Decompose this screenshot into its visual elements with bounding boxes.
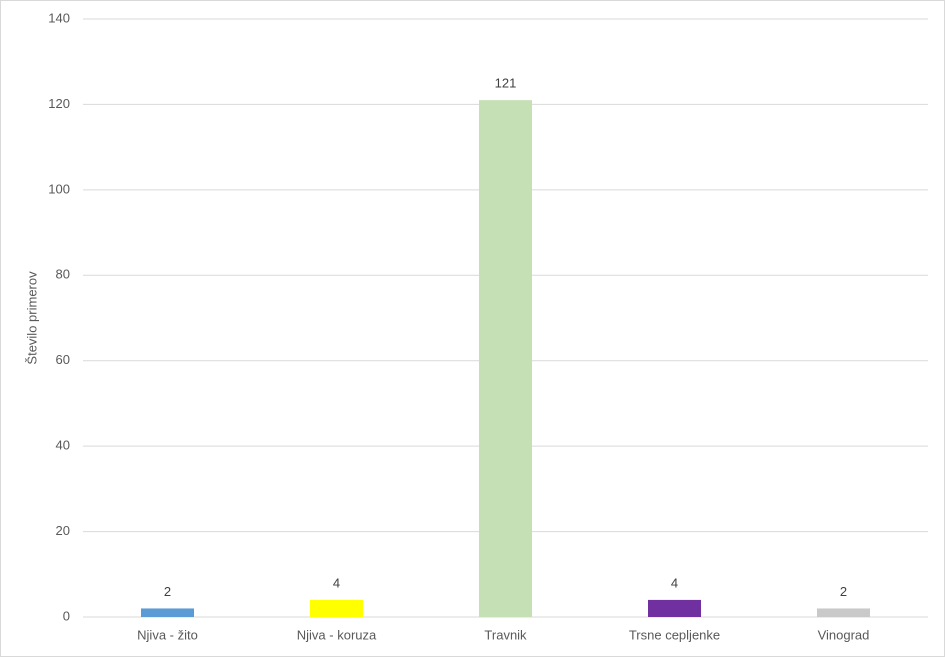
x-tick-label: Vinograd <box>818 627 870 642</box>
y-tick-label: 140 <box>48 10 70 25</box>
x-tick-label: Njiva - koruza <box>297 627 377 642</box>
y-tick-label: 40 <box>56 438 70 453</box>
bar <box>479 100 532 617</box>
y-tick-label: 100 <box>48 181 70 196</box>
bar <box>648 599 701 617</box>
data-label: 2 <box>840 584 847 599</box>
y-tick-label: 120 <box>48 96 70 111</box>
x-tick-label: Travnik <box>484 627 527 642</box>
data-label: 4 <box>671 575 678 590</box>
data-label: 2 <box>164 584 171 599</box>
y-tick-label: 80 <box>56 267 70 282</box>
y-tick-label: 60 <box>56 352 70 367</box>
x-tick-label: Njiva - žito <box>137 627 198 642</box>
data-label: 4 <box>333 575 340 590</box>
y-axis-label: Število primerov <box>24 271 39 365</box>
x-tick-label: Trsne cepljenke <box>629 627 720 642</box>
data-label: 121 <box>495 76 517 91</box>
bar <box>141 608 194 617</box>
y-tick-label: 0 <box>63 608 70 623</box>
y-tick-label: 20 <box>56 523 70 538</box>
bar <box>817 608 870 617</box>
bar <box>310 599 363 617</box>
